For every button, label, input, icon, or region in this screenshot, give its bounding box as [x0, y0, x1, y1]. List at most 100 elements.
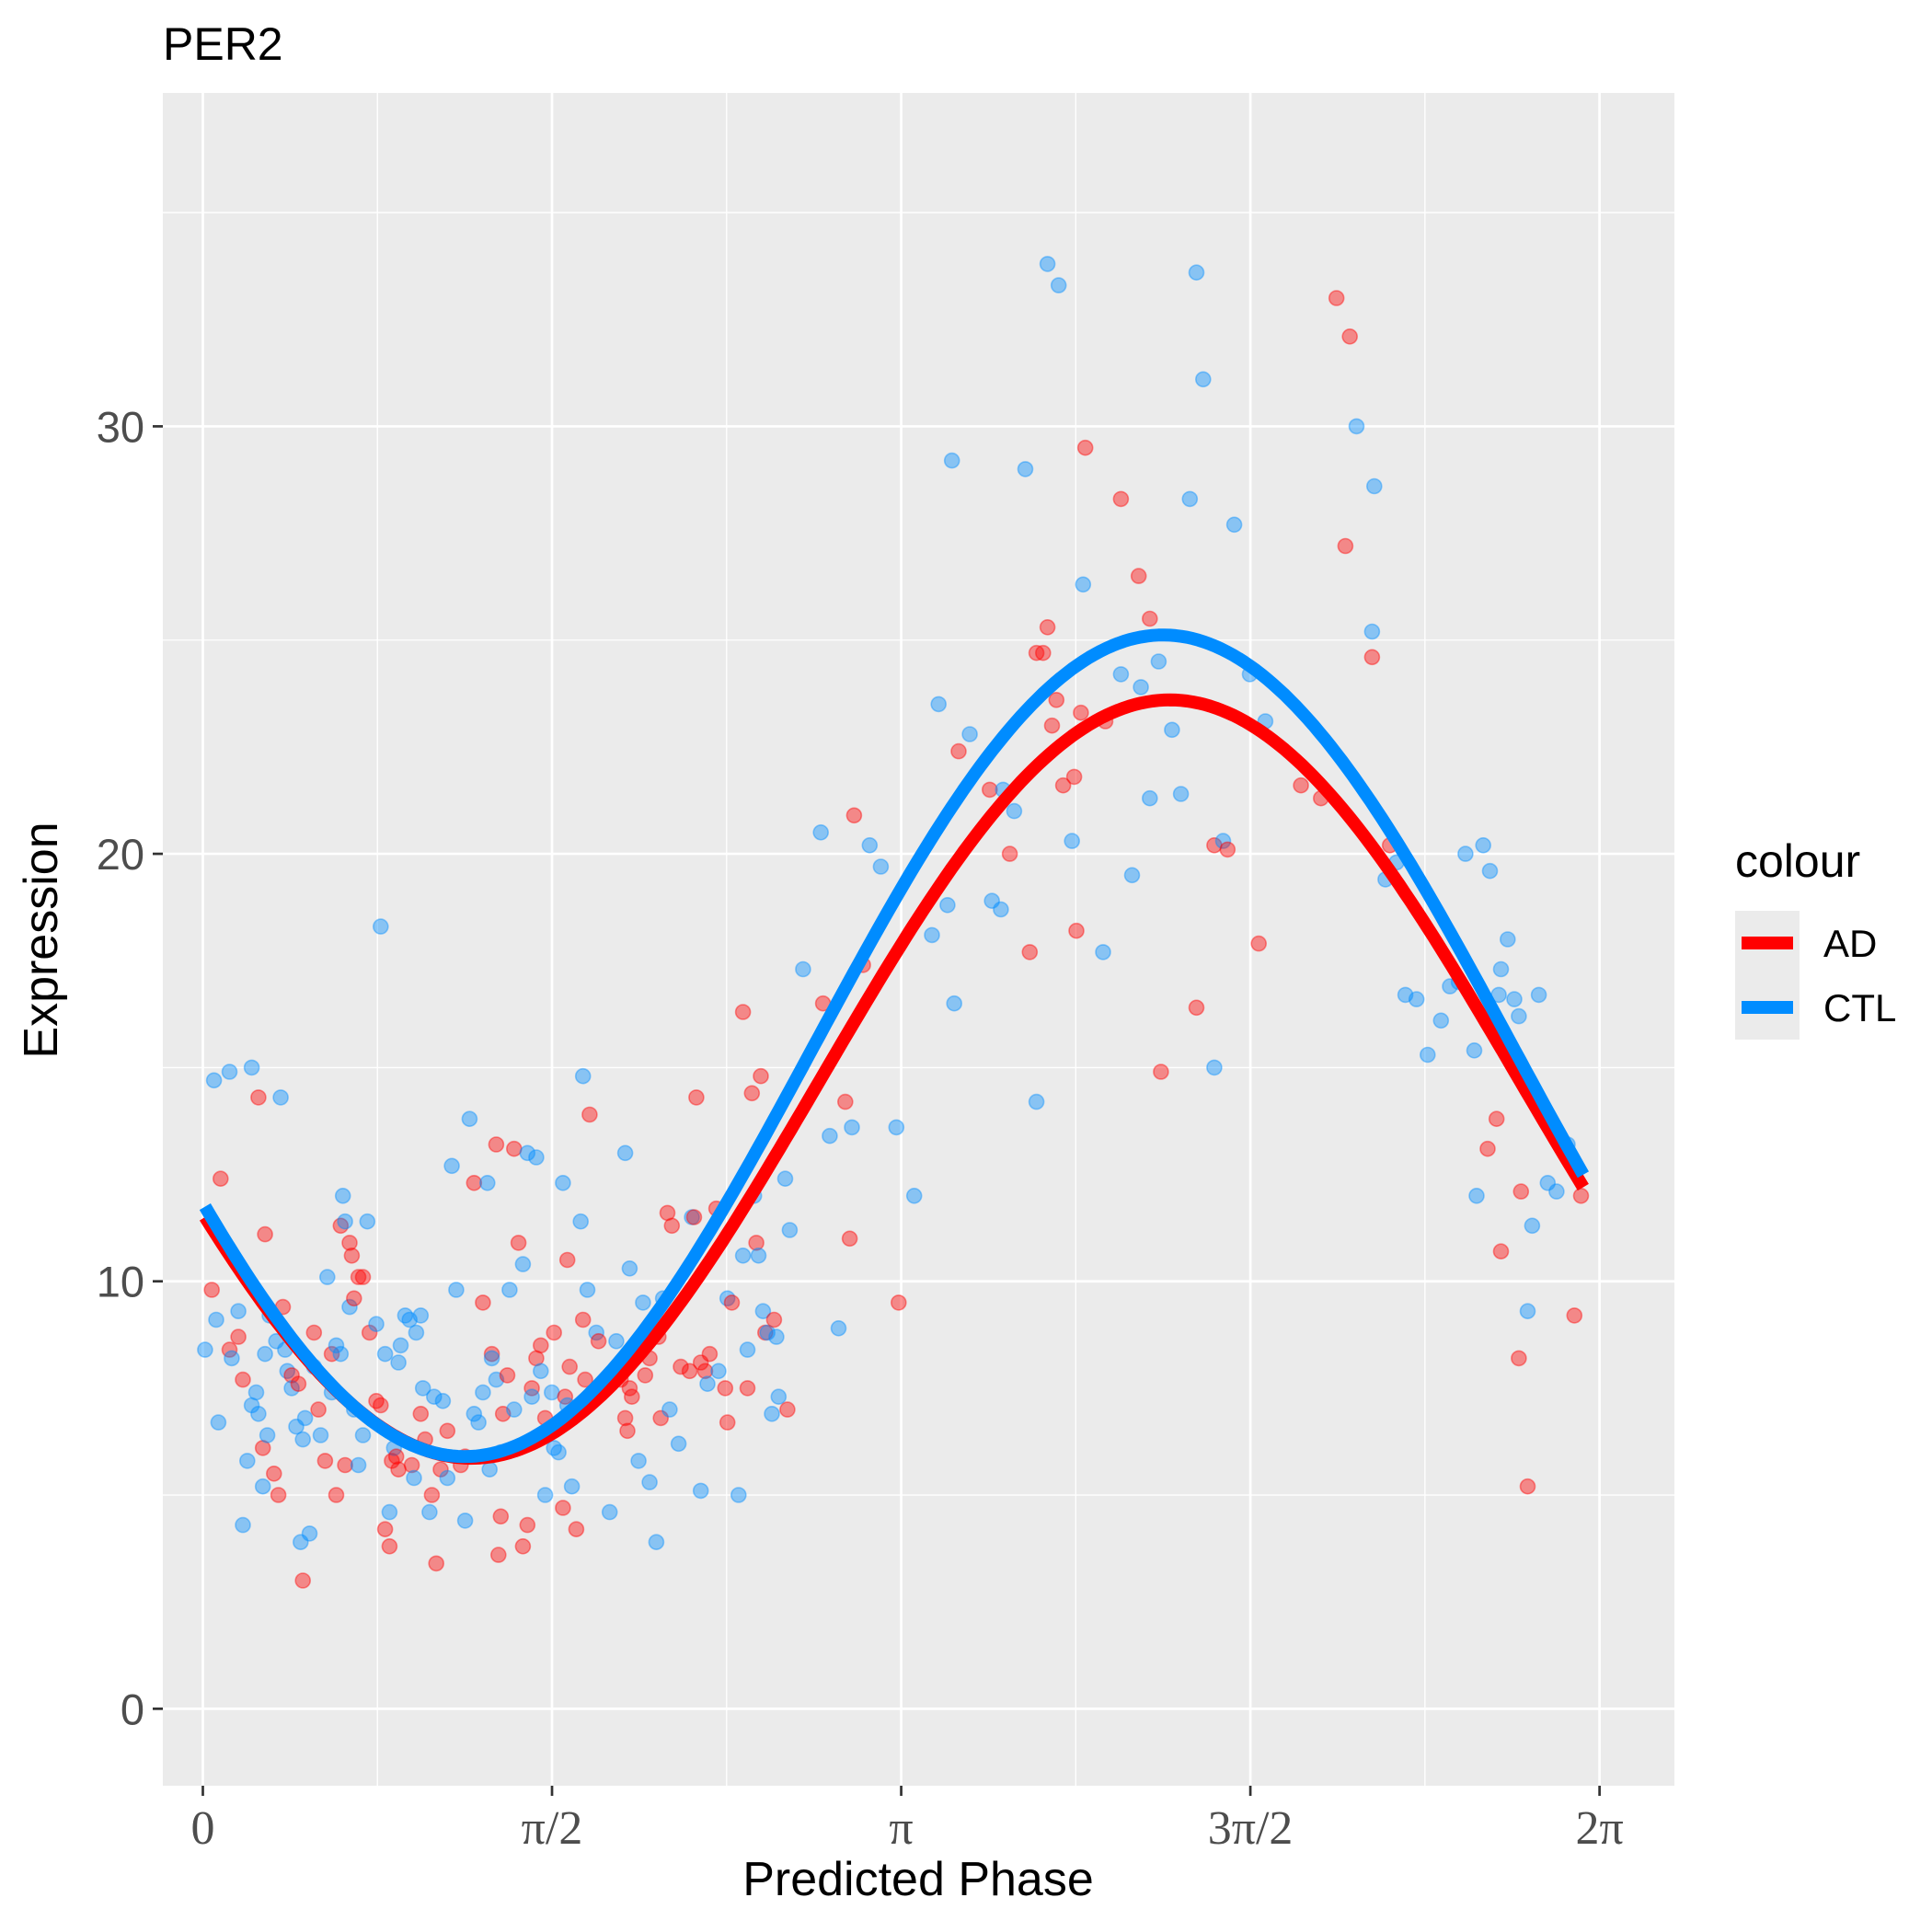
data-point-ad	[514, 1538, 532, 1555]
data-point-ctl	[601, 1503, 618, 1521]
data-point-ad	[1566, 1307, 1583, 1324]
data-point-ctl	[1225, 516, 1243, 534]
data-point-ctl	[1539, 1175, 1557, 1191]
data-point-ctl	[555, 1175, 571, 1191]
data-point-ctl	[670, 1435, 687, 1453]
data-point-ad	[1337, 537, 1354, 555]
data-point-ad	[305, 1324, 323, 1341]
data-point-ad	[203, 1282, 220, 1298]
data-point-ctl	[421, 1503, 438, 1521]
data-point-ad	[270, 1487, 287, 1503]
data-point-ad	[890, 1294, 907, 1311]
data-point-ctl	[661, 1401, 678, 1418]
data-point-ctl	[1050, 277, 1067, 293]
legend: colour AD CTL	[1735, 835, 1896, 1040]
data-point-ad	[1479, 1140, 1496, 1157]
data-point-ad	[230, 1328, 247, 1345]
data-point-ad	[1039, 618, 1056, 636]
data-point-ctl	[341, 1298, 358, 1316]
data-point-ctl	[425, 1388, 443, 1405]
data-point-ad	[1028, 644, 1045, 661]
data-point-ad	[523, 1380, 540, 1397]
data-point-ad	[492, 1508, 510, 1525]
data-point-ctl	[197, 1341, 213, 1358]
data-point-ctl	[478, 1175, 496, 1191]
data-point-ad	[1130, 568, 1147, 584]
data-point-ad	[510, 1235, 527, 1251]
data-point-ad	[354, 1269, 372, 1285]
data-point-ctl	[719, 1290, 736, 1307]
data-point-ctl	[368, 1316, 385, 1332]
data-point-ad	[1572, 1188, 1590, 1204]
data-point-ad	[1512, 1183, 1530, 1200]
data-point-ctl	[1524, 1217, 1541, 1235]
data-point-ctl	[1017, 461, 1034, 477]
data-point-ctl	[1095, 944, 1111, 960]
data-point-ctl	[483, 1350, 500, 1367]
data-point-ad	[739, 1380, 756, 1397]
data-point-ad	[619, 1422, 636, 1440]
data-point-ctl	[470, 1414, 487, 1431]
data-point-ad	[756, 1324, 774, 1341]
data-point-ctl	[1348, 418, 1365, 435]
data-point-ctl	[350, 1456, 367, 1474]
data-point-ad	[290, 1375, 307, 1392]
data-point-ad	[294, 1572, 312, 1589]
data-point-ad	[568, 1521, 585, 1537]
data-point-ad	[841, 1230, 858, 1248]
data-point-ad	[1293, 776, 1309, 794]
data-point-ctl	[939, 896, 956, 914]
data-point-ctl	[414, 1380, 431, 1397]
data-point-ctl	[750, 1248, 767, 1264]
data-point-ctl	[861, 836, 879, 854]
data-point-ad	[561, 1358, 579, 1375]
data-point-ctl	[1123, 867, 1141, 884]
data-point-ctl	[1112, 666, 1130, 683]
data-point-ad	[1363, 649, 1381, 666]
data-point-ctl	[1214, 833, 1232, 849]
data-point-ctl	[481, 1461, 499, 1478]
data-point-ad	[696, 1363, 714, 1380]
data-point-ctl	[318, 1269, 336, 1285]
data-point-ctl	[905, 1188, 923, 1204]
data-point-ad	[489, 1547, 507, 1563]
data-point-ctl	[930, 696, 948, 713]
data-point-ctl	[238, 1453, 256, 1469]
fit-curve-ctl	[199, 628, 1589, 1464]
data-point-ctl	[532, 1363, 549, 1380]
data-point-ctl	[1188, 264, 1205, 282]
data-point-ad	[673, 1358, 689, 1375]
data-point-ad	[1048, 691, 1065, 708]
data-point-ctl	[754, 1303, 772, 1319]
data-point-ctl	[1408, 991, 1425, 1007]
data-point-ad	[577, 1371, 593, 1388]
data-point-ad	[376, 1521, 394, 1537]
data-point-ad	[328, 1487, 345, 1503]
data-point-ad	[499, 1367, 516, 1384]
data-point-ctl	[372, 918, 389, 935]
data-point-ctl	[243, 1059, 260, 1076]
data-point-ad	[483, 1345, 500, 1363]
axes: 0 π/2 π 3π/2 2π 0 10 20 30	[97, 402, 1624, 1855]
legend-label-ctl: CTL	[1823, 986, 1896, 1029]
data-point-ad	[532, 1337, 549, 1354]
data-point-ctl	[259, 1427, 276, 1443]
data-point-ctl	[334, 1188, 351, 1204]
data-point-ad	[343, 1248, 361, 1264]
data-point-ad	[701, 1345, 719, 1363]
data-point-ad	[659, 1204, 676, 1222]
data-point-ad	[1519, 1478, 1536, 1495]
data-point-ctl	[514, 1256, 532, 1272]
data-point-ctl	[1039, 256, 1056, 272]
data-point-ctl	[294, 1431, 312, 1448]
data-point-ctl	[221, 1064, 238, 1080]
data-point-ad	[1492, 1243, 1510, 1259]
data-point-ctl	[759, 1324, 776, 1341]
data-point-ctl	[208, 1311, 224, 1328]
data-point-ad	[743, 1085, 761, 1102]
data-point-ad	[1043, 717, 1061, 734]
data-point-ctl	[1432, 1012, 1450, 1029]
data-point-ctl	[359, 1213, 376, 1230]
data-point-ad	[439, 1422, 456, 1440]
